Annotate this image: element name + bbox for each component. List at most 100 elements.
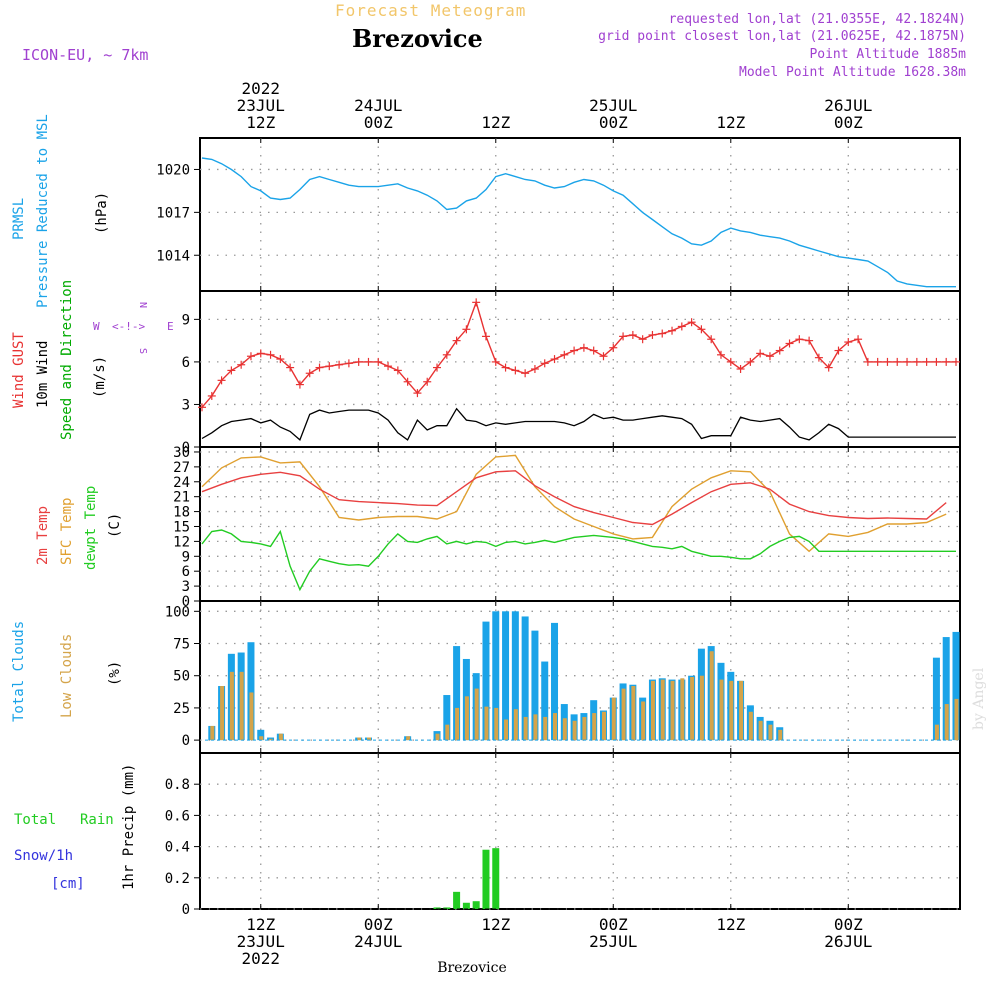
total-cloud-bar — [952, 631, 960, 741]
wind-tick-label: 6 — [182, 355, 190, 371]
point-altitude: Point Altitude 1885m — [809, 47, 966, 62]
temp-tick-label: 24 — [173, 475, 190, 491]
wind-gust-label: Wind GUST — [11, 332, 27, 408]
low-cloud-bar — [572, 720, 577, 741]
compass-arrows: <-!-> — [112, 320, 145, 333]
low-cloud-bar — [601, 711, 606, 741]
precip-bar — [453, 891, 461, 909]
top-time-label: 23JUL — [237, 96, 285, 115]
total-cloud-bar — [502, 611, 510, 741]
requested-coords: requested lon,lat (21.0355E, 42.1824N) — [669, 12, 966, 27]
footer-station: Brezovice — [437, 960, 507, 976]
precip-total-label: Total — [14, 812, 56, 828]
top-time-label: 25JUL — [589, 96, 637, 115]
temp-tick-label: 0 — [182, 594, 190, 610]
low-cloud-bar — [220, 686, 225, 741]
total-cloud-bar — [247, 642, 255, 741]
low-cloud-bar — [210, 725, 215, 741]
compass-n: N — [137, 302, 148, 308]
low-cloud-bar — [543, 716, 548, 741]
total-cloud-bar — [942, 637, 950, 741]
low-cloud-bar — [553, 713, 558, 741]
cloud-unit: (%) — [107, 661, 123, 686]
total-cloud-bar — [511, 611, 519, 741]
precip-tick-label: 0.8 — [165, 777, 190, 793]
temp-tick-label: 18 — [173, 505, 190, 521]
bottom-time-label: 25JUL — [589, 932, 637, 951]
compass-w: W — [93, 320, 100, 333]
low-cloud-bar — [660, 679, 665, 741]
low-cloud-bar — [934, 724, 939, 741]
bottom-time-label: 00Z — [599, 915, 628, 934]
total-cloud-bar — [531, 630, 539, 741]
precip-bar — [492, 848, 500, 909]
wind-panel: 0 3 6 9 — [182, 290, 961, 456]
pressure-line — [201, 157, 956, 288]
cloud-tick-label: 75 — [173, 637, 190, 653]
temp-unit: (C) — [107, 513, 123, 538]
bottom-time-label: 12Z — [716, 915, 745, 934]
pressure-tick-label: 1020 — [156, 162, 190, 178]
low-cloud-bar — [464, 696, 469, 741]
sfc-temp-line — [201, 454, 947, 553]
precip-tick-label: 0 — [182, 902, 190, 918]
bottom-time-label: 00Z — [364, 915, 393, 934]
low-cloud-bar — [954, 698, 959, 741]
cloud-low-label: Low Clouds — [59, 634, 75, 718]
top-time-label: 12Z — [481, 113, 510, 132]
low-cloud-bar — [631, 686, 636, 741]
top-time-label: 00Z — [599, 113, 628, 132]
precip-bar — [482, 849, 490, 909]
temp-tick-label: 6 — [182, 564, 190, 580]
low-cloud-bar — [582, 716, 587, 741]
temp-tick-label: 12 — [173, 534, 190, 550]
watermark: by Angel — [971, 667, 987, 730]
low-cloud-bar — [611, 697, 616, 741]
cloud-tick-label: 25 — [173, 701, 190, 717]
precip-snow-label: Snow/1h — [14, 848, 73, 864]
precip-tick-label: 0.6 — [165, 808, 190, 824]
precip-panel: 0 0.2 0.4 0.6 0.8 — [165, 752, 961, 918]
low-cloud-bar — [239, 671, 244, 741]
station-title: Brezovice — [352, 24, 483, 53]
low-cloud-bar — [494, 707, 499, 741]
precip-snow-unit: [cm] — [51, 876, 85, 892]
product-title: Forecast Meteogram — [335, 1, 526, 20]
total-cloud-bar — [521, 616, 529, 741]
low-cloud-bar — [670, 680, 675, 741]
compass-s: S — [137, 348, 148, 354]
model-point-altitude: Model Point Altitude 1628.38m — [739, 65, 966, 80]
low-cloud-bar — [778, 729, 783, 741]
low-cloud-bar — [229, 671, 234, 741]
precip-bar — [472, 901, 480, 909]
low-cloud-bar — [699, 675, 704, 741]
temp-sfc-label: SFC Temp — [59, 498, 75, 565]
top-time-label: 24JUL — [354, 96, 402, 115]
wind-compass: N E W <-!-> S — [93, 302, 174, 354]
low-cloud-bar — [641, 701, 646, 741]
total-cloud-bar — [541, 661, 549, 741]
cloud-tick-label: 0 — [182, 733, 190, 749]
wind-dir-label: Speed and Direction — [59, 280, 75, 440]
pressure-label-desc: Pressure Reduced to MSL — [35, 114, 51, 308]
low-cloud-bar — [592, 713, 597, 741]
low-cloud-bar — [729, 680, 734, 741]
bottom-time-label: 2022 — [241, 949, 280, 968]
bottom-time-label: 23JUL — [237, 932, 285, 951]
low-cloud-bar — [719, 679, 724, 741]
cloud-tick-label: 100 — [165, 604, 190, 620]
low-cloud-bar — [249, 692, 254, 741]
low-cloud-bar — [474, 688, 479, 741]
temp-tick-label: 15 — [173, 519, 190, 535]
wind-unit: (m/s) — [92, 356, 108, 398]
low-cloud-bar — [690, 677, 695, 741]
total-cloud-bar — [443, 695, 451, 741]
wind-tick-label: 3 — [182, 397, 190, 413]
total-cloud-bar — [482, 621, 490, 741]
low-cloud-bar — [366, 737, 371, 741]
cloud-tick-label: 50 — [173, 669, 190, 685]
top-time-label: 26JUL — [824, 96, 872, 115]
precip-unit: 1hr Precip (mm) — [121, 764, 137, 890]
low-cloud-bar — [406, 736, 411, 741]
